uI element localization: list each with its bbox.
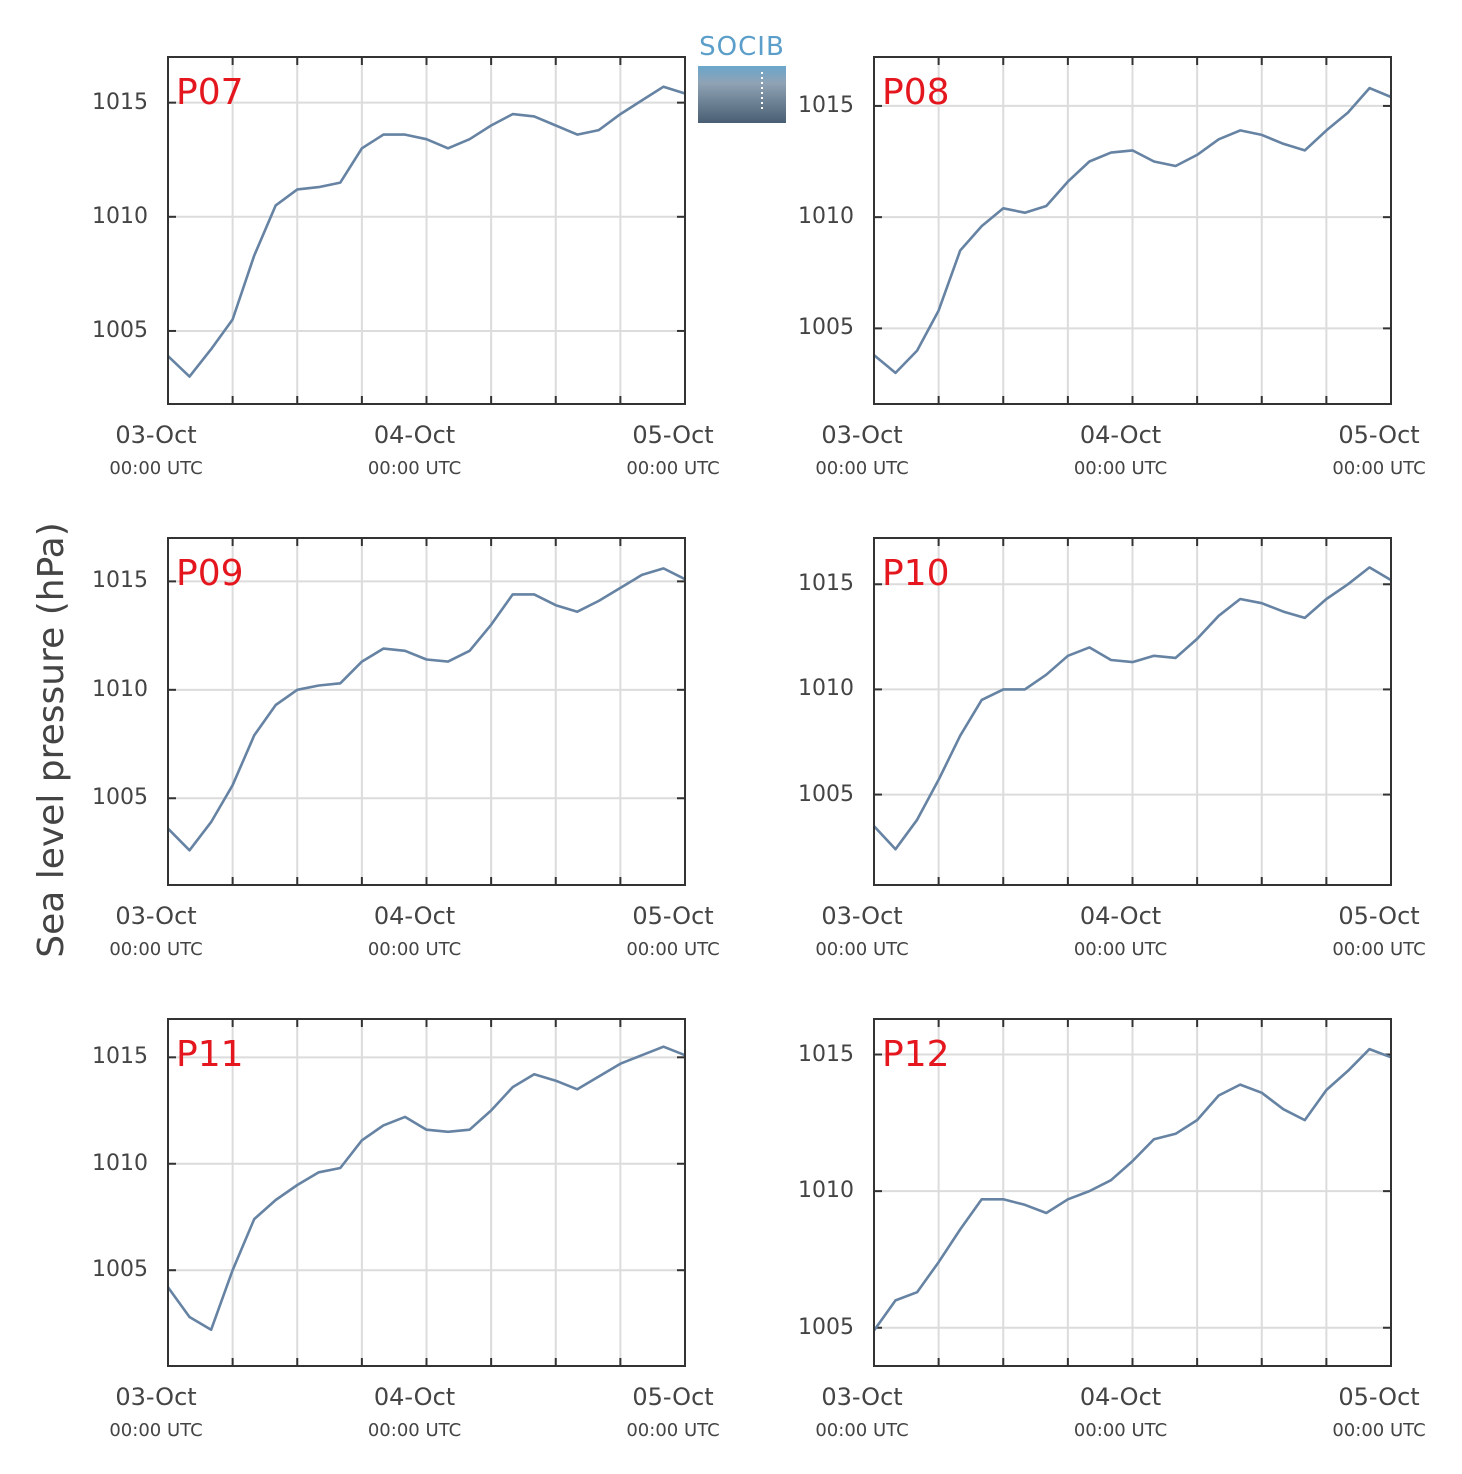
x-tick-label: 03-Oct 00:00 UTC (109, 902, 203, 960)
x-tick-label: 04-Oct 00:00 UTC (1073, 1383, 1168, 1441)
x-tick-label: 05-Oct 00:00 UTC (1332, 421, 1426, 479)
x-tick-label: 03-Oct 00:00 UTC (815, 421, 909, 479)
x-tick-label: 05-Oct 00:00 UTC (626, 421, 720, 479)
x-tick-label: 04-Oct 00:00 UTC (1073, 421, 1168, 479)
data-line (872, 1047, 1392, 1332)
panel-title: P12 (882, 1034, 950, 1075)
panel-title: P11 (176, 1034, 244, 1075)
x-tick-label: 05-Oct 00:00 UTC (626, 1383, 720, 1441)
plot-frame (167, 1018, 686, 1367)
y-tick-label: 1010 (798, 676, 854, 702)
y-tick-label: 1005 (92, 1257, 148, 1283)
x-tick-label: 03-Oct 00:00 UTC (109, 421, 203, 479)
y-tick-label: 1005 (92, 317, 148, 343)
x-tick-label: 03-Oct 00:00 UTC (815, 902, 909, 960)
panel-title: P10 (882, 553, 950, 594)
y-tick-label: 1005 (92, 785, 148, 811)
data-line (167, 567, 686, 852)
x-tick-label: 05-Oct 00:00 UTC (626, 902, 720, 960)
y-tick-label: 1005 (798, 781, 854, 807)
plot-frame (873, 1018, 1392, 1367)
x-tick-label: 03-Oct 00:00 UTC (815, 1383, 909, 1441)
y-tick-label: 1005 (798, 1314, 854, 1340)
panel-title: P09 (176, 553, 244, 594)
data-line (166, 1045, 686, 1332)
y-tick-label: 1015 (798, 571, 854, 597)
y-tick-label: 1005 (798, 315, 854, 341)
logo-icon (698, 66, 786, 123)
x-tick-label: 05-Oct 00:00 UTC (1332, 1383, 1426, 1441)
x-tick-label: 05-Oct 00:00 UTC (1332, 902, 1426, 960)
y-tick-label: 1015 (92, 1044, 148, 1070)
plot-frame (167, 56, 686, 405)
plot-frame (167, 537, 686, 886)
y-tick-label: 1010 (798, 204, 854, 230)
x-tick-label: 04-Oct 00:00 UTC (367, 421, 462, 479)
y-tick-label: 1010 (92, 676, 148, 702)
y-tick-label: 1015 (92, 89, 148, 115)
data-line (873, 86, 1392, 375)
data-line (873, 566, 1392, 851)
x-tick-label: 04-Oct 00:00 UTC (1073, 902, 1168, 960)
y-tick-label: 1015 (798, 1041, 854, 1067)
plot-frame (873, 537, 1392, 886)
plot-frame (873, 56, 1392, 405)
y-tick-label: 1015 (92, 568, 148, 594)
y-tick-label: 1010 (92, 1150, 148, 1176)
data-line (167, 85, 686, 378)
y-tick-label: 1010 (798, 1178, 854, 1204)
x-tick-label: 03-Oct 00:00 UTC (109, 1383, 203, 1441)
panel-title: P08 (882, 72, 950, 113)
x-tick-label: 04-Oct 00:00 UTC (367, 1383, 462, 1441)
y-tick-label: 1015 (798, 92, 854, 118)
panel-title: P07 (176, 72, 244, 113)
logo-text: SOCIB (699, 32, 785, 62)
y-tick-label: 1010 (92, 203, 148, 229)
x-tick-label: 04-Oct 00:00 UTC (367, 902, 462, 960)
